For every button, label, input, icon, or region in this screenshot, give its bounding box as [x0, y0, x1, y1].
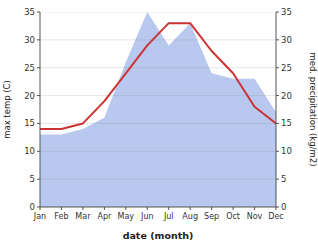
- x-tick: [233, 207, 234, 210]
- y-tick-label: 5: [30, 174, 35, 184]
- y2-tick: [276, 123, 279, 124]
- y-tick: [37, 12, 40, 13]
- y-tick: [37, 123, 40, 124]
- y2-tick-label: 5: [281, 174, 286, 184]
- x-axis-label: date (month): [123, 230, 194, 241]
- y-tick: [37, 95, 40, 96]
- y-tick-label: 0: [30, 202, 35, 212]
- x-axis-line: [40, 207, 276, 208]
- y2-tick: [276, 151, 279, 152]
- x-tick-label: Apr: [97, 212, 112, 221]
- x-tick: [104, 207, 105, 210]
- y2-tick: [276, 67, 279, 68]
- y-tick: [37, 39, 40, 40]
- x-tick-label: Aug: [182, 212, 198, 221]
- x-tick-label: Jan: [33, 212, 46, 221]
- x-tick-label: Mar: [75, 212, 91, 221]
- grid-line: [40, 123, 276, 124]
- y2-tick: [276, 39, 279, 40]
- y2-tick-label: 20: [281, 91, 292, 101]
- y2-tick-label: 25: [281, 63, 292, 73]
- y-tick-label: 10: [24, 146, 35, 156]
- y-tick-label: 20: [24, 91, 35, 101]
- chart: 0 5 10 15 20 25 30 35 0 5 10 15 20 25 30 35 Jan Feb Mar Apr…: [0, 0, 318, 247]
- grid-line: [40, 179, 276, 180]
- grid-line: [40, 39, 276, 40]
- x-tick: [40, 207, 41, 210]
- grid-line: [40, 95, 276, 96]
- grid-line: [40, 207, 276, 208]
- grid-line: [40, 151, 276, 152]
- x-tick-label: Oct: [226, 212, 240, 221]
- x-tick: [254, 207, 255, 210]
- x-tick: [168, 207, 169, 210]
- x-tick: [190, 207, 191, 210]
- plot-area: [40, 12, 276, 207]
- grid-line: [40, 12, 276, 13]
- y-axis-line: [40, 12, 41, 207]
- x-tick: [82, 207, 83, 210]
- y-tick-label: 30: [24, 35, 35, 45]
- y2-axis-label: med. precipitation (kg/m2): [308, 52, 318, 166]
- y-tick-label: 15: [24, 118, 35, 128]
- x-tick-label: Dec: [268, 212, 283, 221]
- y2-tick-label: 15: [281, 118, 292, 128]
- y2-tick: [276, 179, 279, 180]
- y2-tick-label: 0: [281, 202, 286, 212]
- y2-tick-label: 30: [281, 35, 292, 45]
- x-tick: [61, 207, 62, 210]
- x-tick: [276, 207, 277, 210]
- y2-tick: [276, 12, 279, 13]
- y-tick-label: 35: [24, 7, 35, 17]
- y2-tick-label: 35: [281, 7, 292, 17]
- y2-tick-label: 10: [281, 146, 292, 156]
- x-tick-label: Jun: [140, 212, 154, 221]
- precipitation-area: [40, 12, 276, 207]
- y-axis-label: max temp (C): [2, 80, 12, 139]
- x-tick-label: Sep: [204, 212, 219, 221]
- grid-line: [40, 67, 276, 68]
- y-tick: [37, 67, 40, 68]
- y2-axis-line: [276, 12, 277, 207]
- x-tick-label: May: [118, 212, 135, 221]
- x-tick-label: Jul: [163, 212, 174, 221]
- x-tick-label: Feb: [54, 212, 68, 221]
- y-tick: [37, 151, 40, 152]
- x-tick-label: Nov: [247, 212, 263, 221]
- y2-tick: [276, 95, 279, 96]
- y-tick-label: 25: [24, 63, 35, 73]
- y-tick: [37, 179, 40, 180]
- temperature-line: [40, 23, 276, 129]
- x-tick: [147, 207, 148, 210]
- x-tick: [211, 207, 212, 210]
- x-tick: [125, 207, 126, 210]
